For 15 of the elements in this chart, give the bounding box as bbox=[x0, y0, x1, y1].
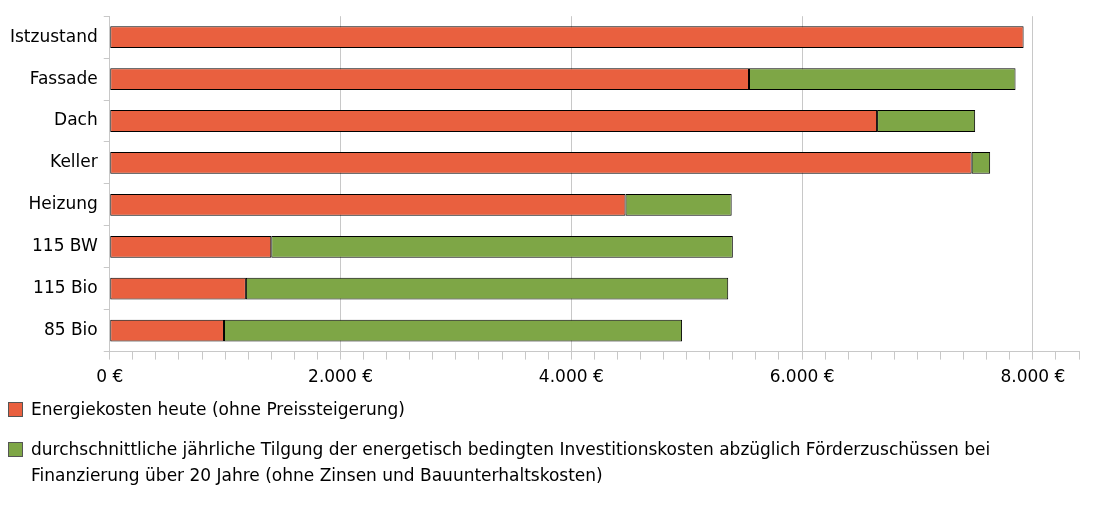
y-tick-label: 115 BW bbox=[32, 235, 98, 256]
y-tick-label: Fassade bbox=[29, 67, 98, 88]
y-tick-label: Dach bbox=[54, 109, 98, 130]
y-tick-label: Heizung bbox=[28, 193, 98, 214]
x-tick-label: 8.000 € bbox=[1000, 366, 1066, 387]
legend-label: Energiekosten heute (ohne Preissteigerung) bbox=[31, 398, 405, 421]
x-tick-label: 0 € bbox=[96, 366, 124, 387]
y-tick-label: Istzustand bbox=[9, 25, 98, 46]
x-tick-label: 2.000 € bbox=[308, 366, 373, 387]
y-tick-label: Keller bbox=[50, 151, 98, 172]
x-tick-label: 4.000 € bbox=[538, 366, 604, 387]
legend-label: durchschnittliche jährliche Tilgung der energetisch bedingten Investitionskosten abzüglich Förderzuschüssen bei Finanzierung über 20 Jahre (ohne Zinsen und Bauunterhaltskosten) bbox=[31, 438, 992, 487]
x-tick-label: 6.000 € bbox=[769, 366, 835, 387]
y-tick-label: 85 Bio bbox=[43, 319, 98, 340]
y-tick-label: 115 Bio bbox=[33, 277, 98, 298]
